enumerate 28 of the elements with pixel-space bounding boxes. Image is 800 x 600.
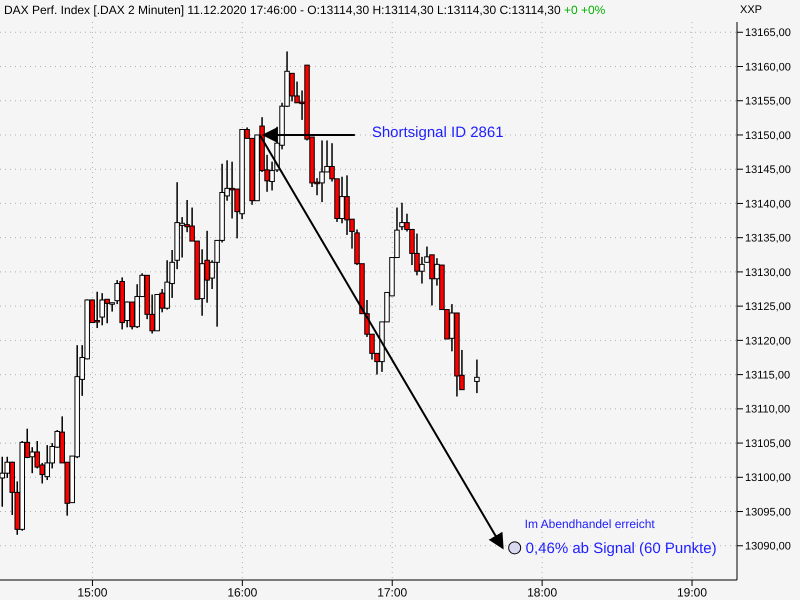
candlestick [474, 358, 480, 394]
y-tick-label: 13145,00 [745, 164, 791, 176]
x-tick-label: 15:00 [77, 586, 108, 600]
annotation: Shortsignal ID 2861 [372, 124, 504, 141]
y-tick-label: 13090,00 [745, 540, 791, 553]
y-tick-label: 13110,00 [745, 404, 790, 416]
y-tick-label: 13105,00 [745, 438, 791, 450]
x-tick-label: 18:00 [527, 586, 558, 600]
y-tick-label: 13125,00 [745, 301, 791, 314]
y-tick-label: 13155,00 [745, 96, 791, 108]
y-tick-label: 13115,00 [745, 370, 790, 382]
y-tick-label: 13140,00 [745, 198, 791, 210]
y-tick-label: 13130,00 [745, 266, 791, 279]
x-tick-label: 17:00 [377, 586, 408, 600]
y-tick-label: 13120,00 [745, 335, 791, 348]
chart-subtitle: +0 +0% [564, 3, 606, 17]
x-tick-label: 16:00 [227, 586, 258, 600]
y-axis-title: XXP [740, 4, 762, 16]
annotation: Im Abendhandel erreicht [524, 516, 656, 531]
y-tick-label: 13150,00 [745, 130, 791, 142]
chart-title: DAX Perf. Index [.DAX 2 Minuten] 11.12.2020 17:46:00 - O:13114,30 H:13114,30 L:13114,30 C:13114,30 [4, 3, 561, 17]
y-tick-label: 13160,00 [745, 61, 791, 74]
y-tick-label: 13100,00 [745, 472, 791, 484]
y-tick-label: 13165,00 [745, 27, 791, 40]
x-tick-label: 19:00 [677, 586, 708, 600]
y-tick-label: 13135,00 [745, 232, 791, 245]
annotation: 0,46% ab Signal (60 Punkte) [526, 540, 717, 557]
y-tick-label: 13095,00 [745, 506, 791, 518]
